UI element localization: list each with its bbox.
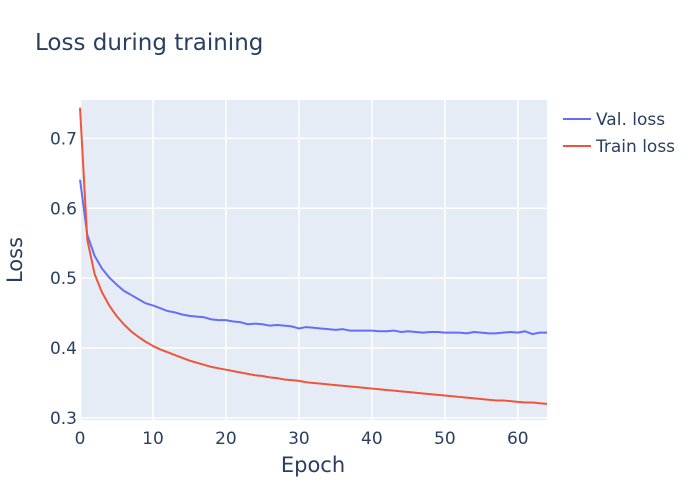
chart-title: Loss during training bbox=[35, 30, 263, 56]
series-line-train-loss bbox=[79, 107, 548, 405]
x-tick-label: 60 bbox=[507, 429, 529, 449]
plot-area bbox=[80, 100, 547, 420]
y-tick-label: 0.6 bbox=[50, 199, 77, 219]
series-lines bbox=[79, 107, 548, 405]
y-tick-label: 0.7 bbox=[50, 129, 77, 149]
y-tick-label: 0.5 bbox=[50, 269, 77, 289]
y-axis-ticks: 0.3 0.4 0.5 0.6 0.7 bbox=[50, 129, 77, 428]
series-line-val-loss bbox=[79, 179, 547, 336]
grid-lines bbox=[78, 100, 547, 420]
x-tick-label: 50 bbox=[434, 429, 456, 449]
x-tick-label: 10 bbox=[142, 429, 164, 449]
y-tick-label: 0.3 bbox=[50, 409, 77, 429]
legend[interactable]: Val. loss Train loss bbox=[563, 110, 675, 157]
legend-item[interactable]: Train loss bbox=[563, 137, 675, 157]
y-tick-label: 0.4 bbox=[50, 339, 77, 359]
x-tick-label: 40 bbox=[361, 429, 383, 449]
x-tick-label: 0 bbox=[75, 429, 86, 449]
legend-label: Val. loss bbox=[596, 110, 665, 130]
legend-item[interactable]: Val. loss bbox=[563, 110, 665, 130]
x-axis-title: Epoch bbox=[281, 453, 345, 477]
x-tick-label: 30 bbox=[288, 429, 310, 449]
legend-label: Train loss bbox=[595, 137, 675, 157]
x-axis-ticks: 0 10 20 30 40 50 60 bbox=[75, 429, 529, 449]
y-axis-title: Loss bbox=[3, 237, 27, 283]
x-tick-label: 20 bbox=[215, 429, 237, 449]
